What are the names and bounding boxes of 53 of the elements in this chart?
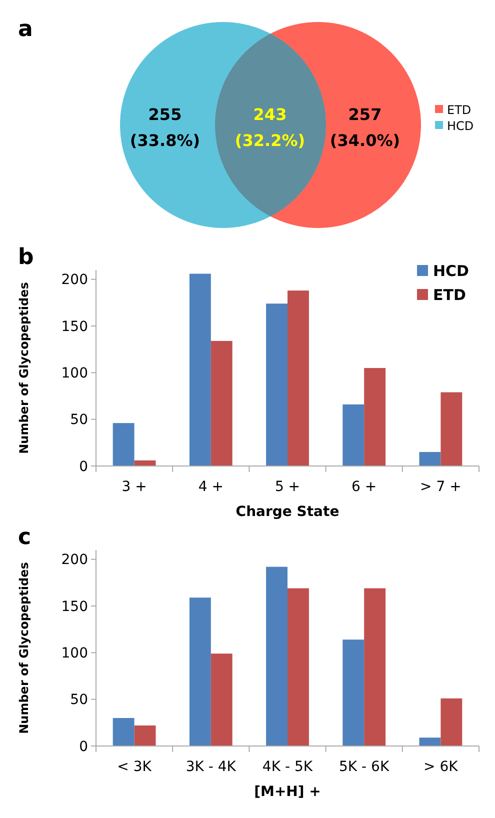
x-tick-label: > 7 +: [420, 479, 462, 495]
y-tick-label: 200: [61, 272, 88, 288]
text: 243 (32.2%): [234, 105, 306, 150]
x-tick-label: < 3K: [117, 759, 152, 775]
bar: [189, 598, 211, 746]
y-tick-label: 100: [61, 646, 88, 662]
bar: [364, 368, 386, 466]
y-axis-title: Number of Glycopeptides: [17, 282, 31, 454]
y-tick-label: 150: [61, 598, 88, 615]
bar: [288, 588, 309, 746]
x-tick-label: 5 +: [274, 479, 300, 495]
bar: [419, 452, 441, 466]
bar: [440, 698, 462, 746]
y-tick-label: 100: [61, 366, 88, 382]
x-tick-label: 6 +: [352, 479, 377, 495]
y-tick-label: 150: [61, 318, 88, 335]
x-tick-label: 4K - 5K: [262, 759, 314, 775]
bar: [342, 640, 364, 746]
x-tick-label: > 6K: [424, 759, 459, 775]
bar: [266, 566, 288, 746]
bar: [419, 738, 441, 746]
chart-title: b: [18, 245, 34, 270]
bar: [112, 423, 134, 466]
x-axis-title: Charge State: [236, 504, 340, 520]
bar: [210, 654, 232, 746]
text: 257 (34.0%): [330, 105, 400, 150]
bar: [342, 404, 364, 466]
x-tick-label: 3K - 4K: [186, 759, 237, 775]
legend-label: ETD: [433, 286, 466, 304]
y-axis-title: Number of Glycopeptides: [17, 562, 31, 734]
legend-label: HCD: [447, 119, 474, 133]
bar: [288, 290, 309, 466]
bar: [266, 304, 288, 466]
legend-label: ETD: [447, 103, 472, 117]
y-tick-label: 200: [61, 552, 88, 568]
y-tick-label: 50: [70, 692, 88, 708]
x-tick-label: 4 +: [198, 479, 224, 495]
x-axis-title: [M+H] +: [254, 784, 321, 800]
legend-label: HCD: [433, 262, 470, 280]
bar: [112, 718, 134, 746]
text: a: [18, 17, 33, 42]
bar: [134, 725, 156, 746]
chart-title: c: [18, 525, 32, 550]
x-tick-label: 3 +: [122, 479, 147, 495]
y-tick-label: 0: [79, 458, 88, 475]
bar: [440, 392, 462, 466]
y-tick-label: 50: [70, 412, 88, 428]
bar: [189, 274, 211, 466]
x-tick-label: 5K - 6K: [339, 759, 390, 775]
bar: [364, 588, 386, 746]
y-tick-label: 0: [79, 738, 88, 755]
bar: [210, 340, 232, 466]
text: 255 (33.8%): [130, 105, 200, 150]
